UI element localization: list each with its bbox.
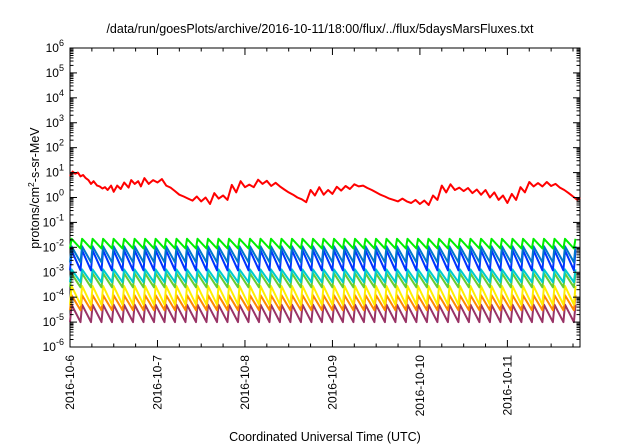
y-tick-label: 10-5 (43, 312, 64, 329)
y-tick-label: 106 (46, 38, 64, 55)
y-axis-label: protons/cm2-s-sr-MeV (26, 88, 42, 288)
series-layer (69, 170, 581, 324)
y-tick-label: 101 (46, 163, 64, 180)
x-tick-label: 2016-10-8 (238, 355, 252, 410)
x-tick-label: 2016-10-6 (63, 355, 77, 410)
series-line-0 (69, 170, 581, 206)
series-line-6 (69, 285, 577, 306)
series-line-4 (69, 268, 577, 284)
y-tick-label: 105 (46, 63, 64, 80)
y-tick-label: 102 (46, 138, 64, 155)
y-axis-label-sup: 2 (25, 182, 36, 187)
y-axis-label-suffix: -s-sr-MeV (28, 127, 43, 183)
y-tick-label: 10-6 (43, 337, 64, 354)
x-tick-label: 2016-10-10 (413, 355, 427, 417)
x-tick-label: 2016-10-11 (500, 355, 514, 416)
y-tick-label: 103 (46, 113, 64, 130)
x-axis-label: Coordinated Universal Time (UTC) (229, 430, 421, 444)
y-tick-label: 10-1 (43, 212, 64, 229)
chart-title: /data/run/goesPlots/archive/2016-10-11/1… (106, 22, 534, 36)
y-tick-label: 104 (46, 88, 64, 105)
y-tick-label: 10-2 (43, 237, 64, 254)
series-line-1 (69, 237, 577, 250)
series-line-2 (69, 245, 577, 264)
series-line-8 (69, 303, 577, 324)
x-axis-ticks: 2016-10-6 2016-10-7 2016-10-8 2016-10-9 2016… (63, 48, 574, 417)
y-tick-label: 10-4 (43, 287, 64, 304)
y-axis-label-prefix: protons/cm (28, 186, 43, 249)
x-tick-label: 2016-10-7 (150, 355, 164, 410)
x-tick-label: 2016-10-9 (325, 355, 339, 410)
y-tick-label: 100 (46, 188, 64, 205)
y-tick-label: 10-3 (43, 262, 64, 279)
